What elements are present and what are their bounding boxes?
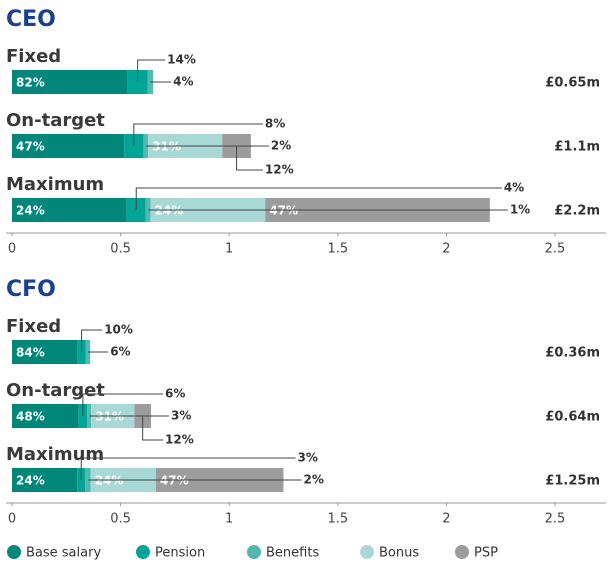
category-label: On-target — [6, 110, 105, 131]
data-label: 24% — [16, 474, 45, 488]
x-tick-label: 2.5 — [545, 512, 566, 527]
leader-line — [80, 457, 296, 480]
data-label: 8% — [265, 117, 285, 131]
x-tick-label: 2 — [442, 512, 450, 527]
data-label: 6% — [165, 387, 185, 401]
legend-swatch — [247, 545, 261, 559]
leader-line — [81, 329, 103, 352]
total-label: £1.25m — [545, 474, 600, 489]
data-label: 24% — [16, 204, 45, 218]
legend-swatch — [7, 545, 21, 559]
legend-label: Bonus — [379, 546, 419, 561]
total-label: £0.64m — [545, 410, 600, 425]
x-tick-label: 0 — [8, 242, 16, 257]
leader-line — [137, 59, 166, 82]
bar-segment — [145, 198, 151, 222]
bar-segment — [12, 468, 78, 492]
data-label: 12% — [165, 433, 194, 447]
data-label: 2% — [271, 139, 291, 153]
legend-swatch — [136, 545, 150, 559]
data-label: 4% — [504, 181, 524, 195]
data-label: 4% — [173, 75, 193, 89]
data-label: 82% — [16, 76, 45, 90]
bar-segment — [12, 340, 78, 364]
x-tick-label: 0 — [8, 512, 16, 527]
legend-swatch — [360, 545, 374, 559]
total-label: £0.36m — [545, 346, 600, 361]
data-label: 47% — [16, 140, 45, 154]
category-label: Fixed — [6, 316, 61, 337]
category-label: On-target — [6, 380, 105, 401]
bar-segment — [12, 134, 125, 158]
data-label: 1% — [510, 203, 530, 217]
bar-segment — [12, 70, 128, 94]
x-tick-label: 0.5 — [110, 512, 131, 527]
data-label: 3% — [171, 409, 191, 423]
data-label: 12% — [265, 163, 294, 177]
bar-segment — [12, 404, 79, 428]
leader-line — [82, 393, 164, 416]
leader-line — [133, 123, 263, 146]
chart-title: CFO — [6, 277, 56, 302]
data-label: 48% — [16, 410, 45, 424]
legend-label: Pension — [155, 546, 205, 561]
category-label: Fixed — [6, 46, 61, 67]
legend-swatch — [455, 545, 469, 559]
total-label: £2.2m — [554, 204, 600, 219]
x-tick-label: 2.5 — [545, 242, 566, 257]
category-label: Maximum — [6, 444, 104, 465]
data-label: 2% — [304, 473, 324, 487]
x-tick-label: 1 — [225, 242, 233, 257]
category-label: Maximum — [6, 174, 104, 195]
x-tick-label: 2 — [442, 242, 450, 257]
x-tick-label: 1 — [225, 512, 233, 527]
legend-label: Base salary — [26, 546, 101, 561]
chart-title: CEO — [6, 7, 56, 32]
total-label: £1.1m — [554, 140, 600, 155]
data-label: 14% — [167, 53, 196, 67]
x-tick-label: 1.5 — [327, 242, 348, 257]
leader-line — [236, 146, 263, 171]
bar-segment — [12, 198, 127, 222]
x-tick-label: 1.5 — [327, 512, 348, 527]
data-label: 6% — [110, 345, 130, 359]
data-label: 10% — [104, 323, 133, 337]
legend-label: Benefits — [266, 546, 319, 561]
total-label: £0.65m — [545, 76, 600, 91]
leader-line — [142, 416, 164, 441]
legend-label: PSP — [474, 546, 498, 561]
data-label: 84% — [16, 346, 45, 360]
leader-line — [135, 187, 502, 210]
x-tick-label: 0.5 — [110, 242, 131, 257]
data-label: 3% — [298, 451, 318, 465]
